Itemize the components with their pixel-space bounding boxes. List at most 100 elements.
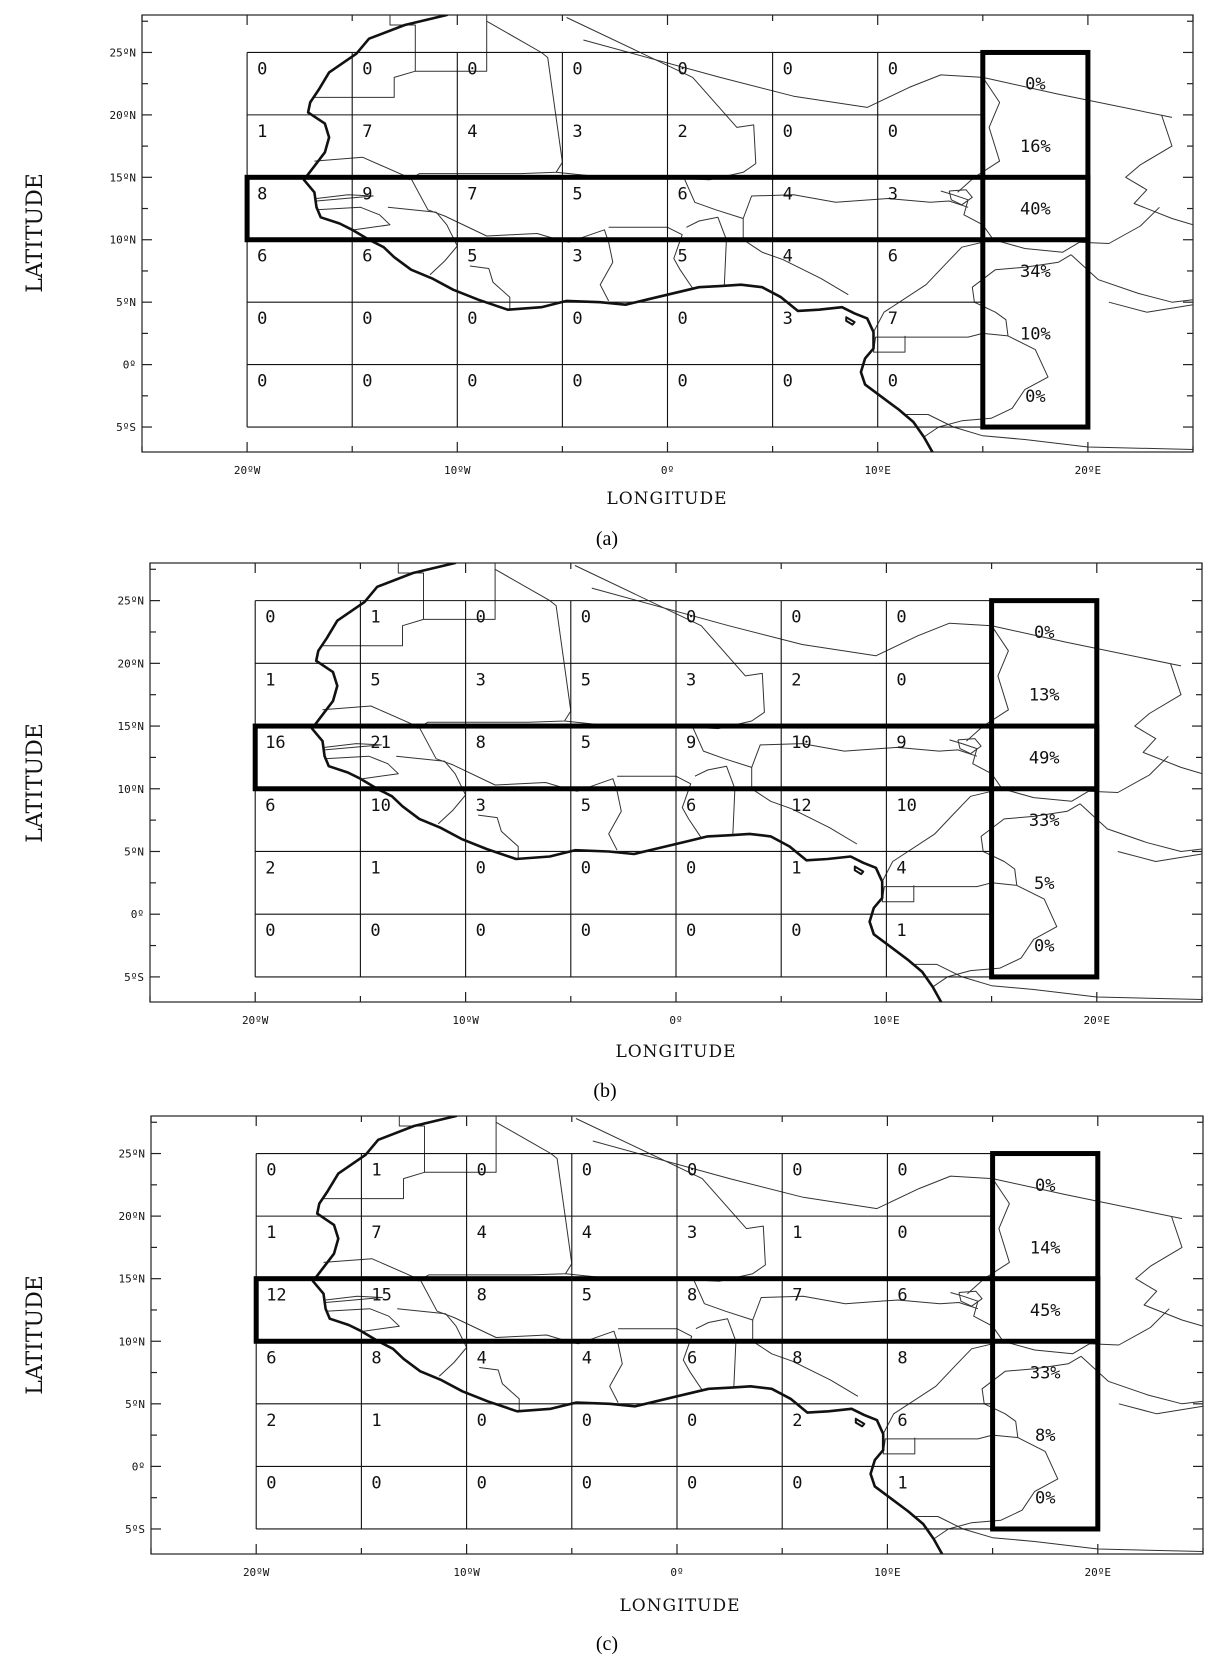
cell-count: 0 <box>582 1161 592 1181</box>
y-tick-label: 15ºN <box>119 1273 146 1286</box>
country-border <box>686 216 727 286</box>
country-border <box>416 568 572 730</box>
country-border <box>751 743 978 768</box>
x-axis-title: LONGITUDE <box>615 1042 736 1062</box>
cell-count: 0 <box>582 1411 592 1431</box>
cell-count: 0 <box>678 309 688 329</box>
cell-count: 0 <box>257 59 267 79</box>
row-percentage: 14% <box>1030 1238 1061 1258</box>
y-tick-label: 5ºN <box>125 1398 145 1411</box>
cell-count: 0 <box>476 608 486 628</box>
cell-count: 21 <box>370 733 390 753</box>
bioko-island <box>845 316 856 326</box>
cell-count: 1 <box>370 608 380 628</box>
highlight-box <box>980 49 1091 430</box>
y-tick-label: 10ºN <box>118 783 145 796</box>
country-border <box>971 254 1072 336</box>
country-border <box>479 1367 520 1412</box>
highlight-box <box>989 598 1100 980</box>
lake-chad-outline <box>957 738 982 755</box>
x-tick-label: 20ºE <box>1075 464 1102 477</box>
cell-count: 0 <box>678 372 688 392</box>
lake-chad-outline <box>948 189 973 206</box>
country-border <box>966 625 1009 742</box>
cell-count: 2 <box>265 858 275 878</box>
country-border <box>314 70 416 98</box>
x-tick-label: 20ºW <box>234 464 261 477</box>
cell-count: 7 <box>371 1223 381 1243</box>
x-tick-label: 10ºE <box>864 464 891 477</box>
cell-count: 0 <box>686 608 696 628</box>
cell-count: 7 <box>467 184 477 204</box>
cell-count: 1 <box>792 1223 802 1243</box>
cell-count: 0 <box>897 1223 907 1243</box>
country-border <box>398 1116 497 1173</box>
cell-count: 5 <box>581 796 591 816</box>
country-border <box>1134 663 1202 775</box>
y-tick-label: 5ºS <box>125 1523 145 1536</box>
cell-count: 10 <box>370 796 390 816</box>
cell-count: 0 <box>265 921 275 941</box>
cell-count: 2 <box>266 1411 276 1431</box>
x-tick-label: 20ºW <box>243 1566 270 1579</box>
country-border <box>967 1178 1010 1295</box>
coastline <box>302 15 934 452</box>
cell-count: 0 <box>888 122 898 142</box>
cell-count: 0 <box>581 858 591 878</box>
row-percentage: 45% <box>1030 1301 1061 1321</box>
x-tick-label: 0º <box>661 464 674 477</box>
country-border <box>980 803 1081 886</box>
cell-count: 0 <box>896 608 906 628</box>
y-tick-label: 25ºN <box>118 595 145 608</box>
cell-count: 15 <box>371 1286 391 1306</box>
cell-count: 0 <box>792 1473 802 1493</box>
map-panel-b: 20ºW 10ºW 0º 10ºE 20ºE 25ºN 20ºN 15ºN 10ºN 5ºN 0º 5… <box>23 562 1203 1102</box>
coastline <box>310 563 943 1002</box>
country-border <box>417 1121 573 1282</box>
highlight-box <box>990 1151 1101 1532</box>
cell-count: 1 <box>897 1473 907 1493</box>
country-border <box>923 335 1049 438</box>
country-border <box>932 884 1058 988</box>
country-border <box>387 206 458 276</box>
row-percentage: 0% <box>1025 75 1045 95</box>
country-border <box>608 226 694 289</box>
country-border <box>742 194 969 219</box>
x-tick-label: 0º <box>669 1014 682 1027</box>
cell-count: 8 <box>897 1348 907 1368</box>
cell-count: 9 <box>362 184 372 204</box>
cell-count: 4 <box>896 858 906 878</box>
map-labels: 20ºW 10ºW 0º 10ºE 20ºE 25ºN 20ºN 15ºN 10ºN 5ºN 0º 5… <box>118 595 1111 1027</box>
y-tick-label: 10ºN <box>110 234 137 247</box>
cell-count: 4 <box>783 247 793 267</box>
cell-count: 8 <box>477 1286 487 1306</box>
row-percentage: 0% <box>1034 623 1054 643</box>
x-tick-label: 10ºW <box>452 1014 479 1027</box>
cell-count: 0 <box>371 1473 381 1493</box>
cell-count: 9 <box>686 733 696 753</box>
cell-count: 6 <box>888 247 898 267</box>
y-tick-label: 0º <box>123 359 136 372</box>
cell-count: 7 <box>888 309 898 329</box>
x-axis-title: LONGITUDE <box>606 489 727 509</box>
row-percentage: 10% <box>1020 324 1051 344</box>
cell-count: 12 <box>266 1286 286 1306</box>
cell-count: 0 <box>791 921 801 941</box>
cell-count: 0 <box>783 122 793 142</box>
y-tick-label: 10ºN <box>119 1335 146 1348</box>
row-percentage: 16% <box>1020 137 1051 157</box>
country-border <box>316 206 391 231</box>
cell-count: 0 <box>581 608 591 628</box>
cell-count: 0 <box>476 921 486 941</box>
axis-ticks <box>149 563 1203 1002</box>
cell-count: 0 <box>572 372 582 392</box>
cell-count: 0 <box>581 921 591 941</box>
country-border <box>397 1308 468 1377</box>
cell-count: 0 <box>257 372 267 392</box>
cell-count: 5 <box>370 670 380 690</box>
cell-count: 10 <box>896 796 916 816</box>
cell-count: 6 <box>678 184 688 204</box>
axis-ticks <box>150 1116 1204 1554</box>
row-percentage: 0% <box>1035 1176 1055 1196</box>
